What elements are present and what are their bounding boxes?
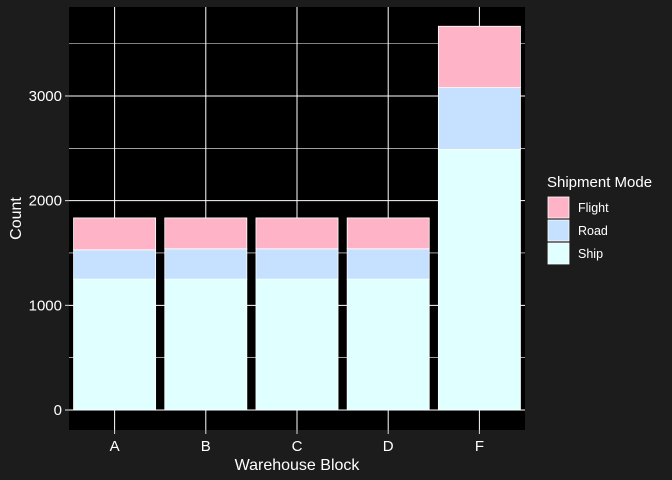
bar-F-ship — [437, 148, 521, 411]
legend-title: Shipment Mode — [547, 174, 652, 191]
legend: Shipment Mode Flight Road Ship — [547, 174, 652, 265]
y-tick-label: 2000 — [29, 193, 62, 210]
legend-label-flight: Flight — [578, 201, 609, 215]
bar-D-flight — [346, 217, 430, 250]
x-tick-label: C — [292, 438, 303, 455]
bar-A-flight — [73, 217, 157, 251]
y-axis-title: Count — [8, 197, 25, 240]
bar-B-ship — [164, 278, 248, 411]
bar-C-road — [255, 248, 339, 280]
bar-C-flight — [255, 217, 339, 250]
legend-label-ship: Ship — [578, 247, 603, 261]
x-tick-label: B — [201, 438, 211, 455]
y-tick-label: 3000 — [29, 88, 62, 105]
legend-label-road: Road — [578, 224, 608, 238]
bar-C-ship — [255, 278, 339, 411]
bar-F-flight — [437, 25, 521, 89]
bar-B-road — [164, 248, 248, 280]
x-tick-label: A — [110, 438, 120, 455]
y-axis: 0 1000 2000 3000 — [29, 88, 69, 419]
bar-A-road — [73, 249, 157, 280]
bar-B-flight — [164, 217, 248, 250]
x-axis-title: Warehouse Block — [235, 457, 361, 474]
bars — [73, 25, 521, 411]
legend-key-ship — [547, 242, 570, 265]
legend-key-flight — [547, 196, 570, 219]
bar-A-ship — [73, 278, 157, 411]
legend-key-road — [547, 219, 570, 242]
x-tick-label: F — [475, 438, 484, 455]
bar-F-road — [437, 87, 521, 150]
y-tick-label: 1000 — [29, 297, 62, 314]
y-tick-label: 0 — [54, 402, 62, 419]
bar-D-ship — [346, 278, 430, 411]
bar-D-road — [346, 248, 430, 280]
x-tick-label: D — [383, 438, 394, 455]
